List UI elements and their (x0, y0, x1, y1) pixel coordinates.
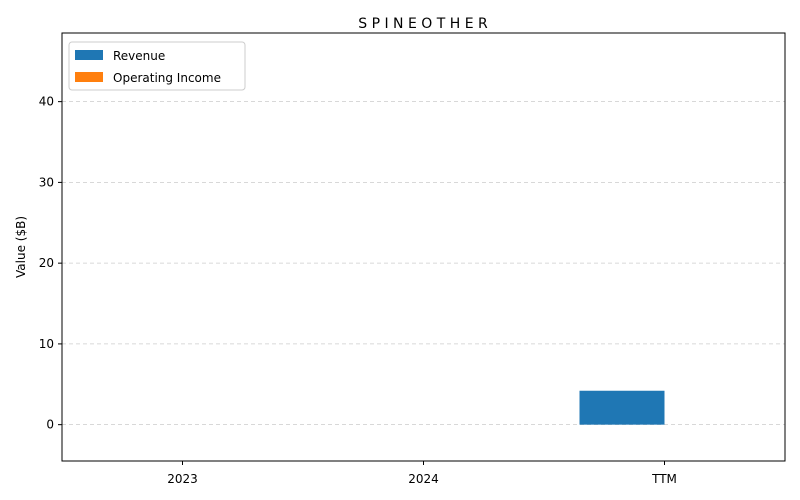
plot-frame (61, 32, 786, 462)
y-axis-label: Value ($B) (14, 216, 28, 278)
legend-swatch (75, 50, 103, 60)
x-tick-label: 2024 (408, 472, 439, 486)
legend: Revenue Operating Income (68, 41, 246, 91)
bars (579, 390, 665, 425)
legend-box (68, 41, 246, 91)
x-axis: 2023 2024 TTM (167, 461, 677, 486)
legend-label: Revenue (113, 49, 165, 63)
legend-label: Operating Income (113, 71, 221, 85)
grid-lines (62, 101, 785, 426)
y-axis: 0 10 20 30 40 (39, 95, 62, 432)
x-tick-label: 2023 (167, 472, 198, 486)
y-tick-label: 30 (39, 175, 54, 189)
legend-swatch (75, 72, 103, 82)
bar-revenue-ttm (579, 390, 665, 425)
y-tick-label: 0 (46, 418, 54, 432)
y-tick-label: 40 (39, 95, 54, 109)
y-tick-label: 10 (39, 337, 54, 351)
chart-title: S P I N E O T H E R (358, 16, 488, 32)
y-tick-label: 20 (39, 256, 54, 270)
x-tick-label: TTM (651, 472, 677, 486)
